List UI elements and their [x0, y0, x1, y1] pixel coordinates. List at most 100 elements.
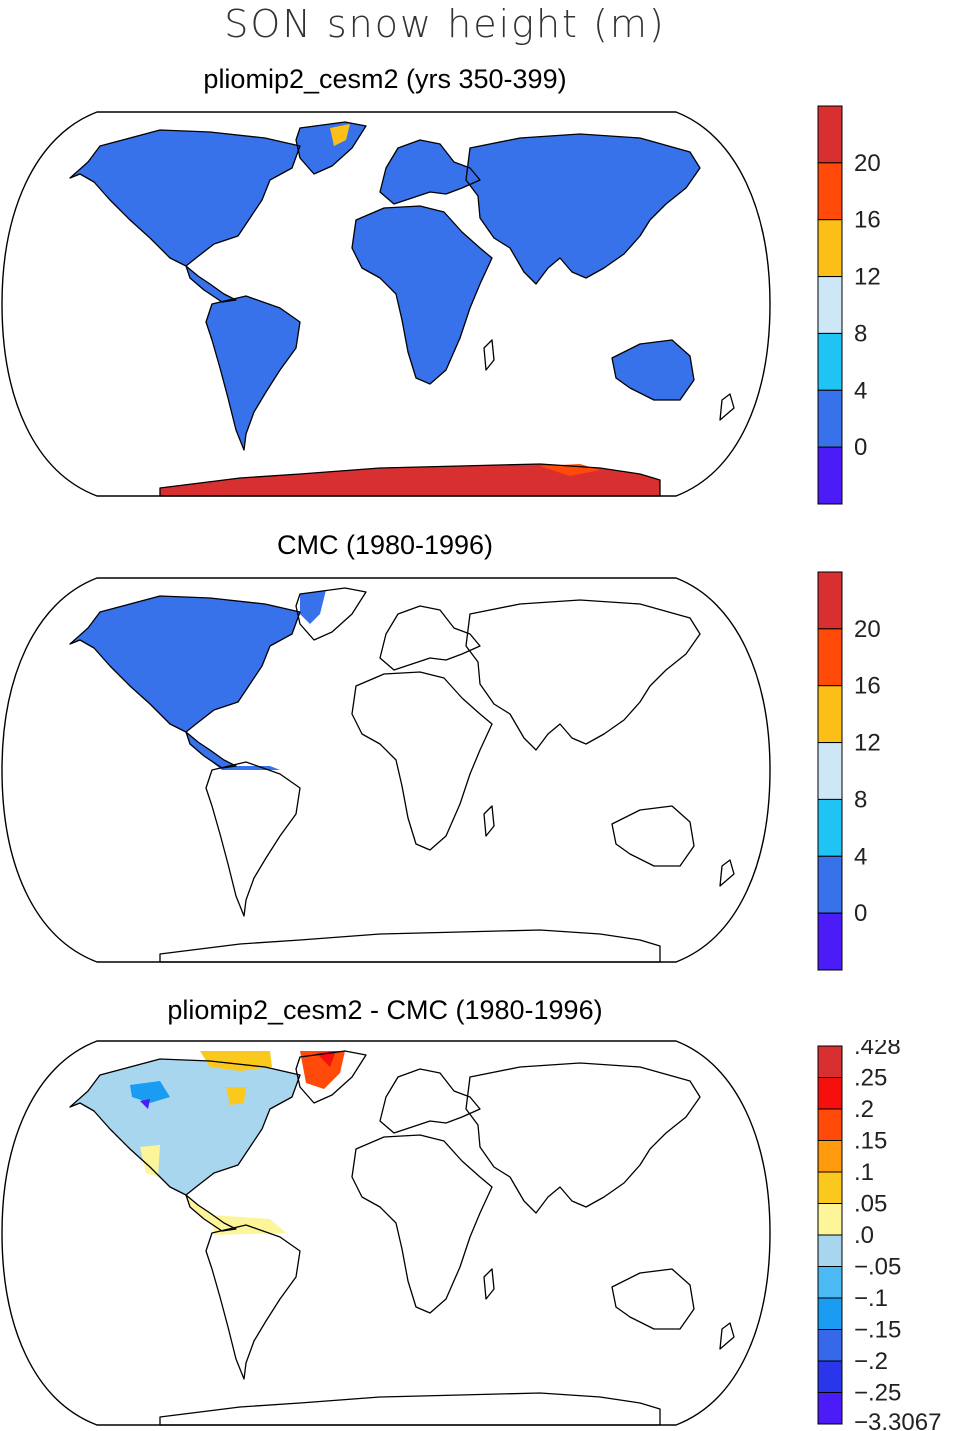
colorbar-tick-label: 16 [854, 673, 881, 700]
colorbar-swatch [817, 1266, 843, 1299]
colorbar-swatch [817, 1360, 843, 1393]
map-frame-obs [1, 577, 771, 963]
snow-region [380, 140, 480, 204]
colorbar-tick-label: −.1 [854, 1285, 888, 1312]
snow-region [140, 1145, 160, 1177]
colorbar-swatch [817, 1140, 843, 1173]
coastline [379, 139, 481, 205]
snow-fill-diff [70, 1051, 345, 1235]
coastline [611, 339, 695, 401]
coastline [69, 595, 301, 733]
colorbar-swatch [817, 1045, 843, 1078]
colorbar-swatch [817, 742, 843, 800]
colorbar-tick-label: .2 [854, 1096, 874, 1123]
map-frame-model [1, 111, 771, 497]
colorbar-tick-label: .05 [854, 1191, 887, 1218]
colorbar-tick-label: −.2 [854, 1348, 888, 1375]
snow-region [186, 732, 280, 770]
snow-region [140, 1099, 150, 1109]
colorbar-swatch [817, 798, 843, 857]
coastline [719, 1322, 735, 1350]
snow-region [612, 340, 694, 400]
figure-title: SON snow height (m) [224, 2, 666, 46]
coastline [465, 599, 701, 751]
colorbar-swatch [817, 219, 843, 278]
colorbar-tick-label: 20 [854, 150, 881, 177]
map-frame-diff [1, 1040, 771, 1426]
colorbar-tick-label: 0 [854, 900, 867, 927]
colorbar-tick-label: 12 [854, 730, 881, 757]
snow-region [130, 1081, 170, 1103]
colorbar-tick-label: 4 [854, 843, 867, 870]
colorbar-swatch [817, 105, 843, 164]
coastline [351, 205, 493, 385]
panel-title-model: pliomip2_cesm2 (yrs 350-399) [203, 64, 567, 94]
snow-region [352, 206, 492, 384]
coastline [483, 1268, 495, 1300]
colorbar-tick-label: −.25 [854, 1380, 901, 1407]
snow-region [316, 1051, 336, 1067]
coastline [295, 1050, 367, 1104]
snow-region [300, 1051, 345, 1089]
colorbar-swatch [817, 855, 843, 914]
colorbar-swatch [817, 162, 843, 221]
colorbar-swatch [817, 446, 843, 505]
colorbar-swatch [817, 628, 843, 687]
coastline [379, 1068, 481, 1134]
colorbar-swatch [817, 1234, 843, 1267]
colorbar-swatch [817, 389, 843, 448]
colorbar-tick-label: .1 [854, 1159, 874, 1186]
panel-title-obs: CMC (1980-1996) [276, 530, 494, 560]
map-diff [1, 1040, 771, 1426]
colorbar-swatch [817, 1297, 843, 1330]
coastline [379, 605, 481, 671]
colorbar-swatch [817, 1077, 843, 1110]
colorbar-tick-label: .15 [854, 1128, 887, 1155]
snow-region [206, 296, 300, 450]
coastlines-model [69, 121, 735, 497]
coastline [465, 1062, 701, 1214]
colorbar-tick-label: 12 [854, 264, 881, 291]
snow-region [70, 130, 300, 266]
snow-region [70, 1059, 300, 1195]
colorbar-diff: .428 .25 .2 .15 .1 .05 .0 −.05 −.1 −.15 −.2 −.25−3.… [817, 1040, 941, 1430]
colorbar-swatch [817, 1171, 843, 1204]
coastline [295, 587, 367, 641]
snow-fill-model [70, 122, 700, 496]
colorbar-model: 20 16 12 8 4 0 [817, 105, 881, 505]
colorbar-tick-label: 16 [854, 207, 881, 234]
snow-region [330, 124, 350, 146]
colorbar-tick-label: 0 [854, 434, 867, 461]
coastline [719, 859, 735, 887]
snow-fill-obs [70, 590, 326, 770]
snow-region [300, 590, 326, 624]
coastline [205, 1224, 301, 1380]
colorbar-swatch [817, 571, 843, 630]
colorbar-tick-label: 8 [854, 786, 867, 813]
colorbar-tick-label: .25 [854, 1065, 887, 1092]
coastline [69, 1058, 301, 1196]
colorbar-tick-label: −3.3067 [854, 1409, 941, 1430]
coastline [351, 671, 493, 851]
colorbar-tick-label: −.15 [854, 1317, 901, 1344]
colorbar-obs: 20 16 12 8 4 0 [817, 571, 881, 971]
colorbar-tick-label: 20 [854, 616, 881, 643]
coastline [159, 929, 661, 963]
coastline [205, 761, 301, 917]
colorbar-swatch [817, 332, 843, 391]
coastline [483, 339, 495, 371]
colorbar-swatch [817, 1203, 843, 1236]
colorbar-tick-label: 4 [854, 377, 867, 404]
colorbar-tick-label: .428 [854, 1040, 901, 1060]
colorbar-swatch [817, 1329, 843, 1362]
coastline [351, 1134, 493, 1314]
colorbar-swatch [817, 685, 843, 744]
snow-region [226, 1087, 246, 1105]
coastline [205, 295, 301, 451]
coastline [185, 731, 237, 769]
coastline [69, 129, 301, 267]
colorbar-tick-label: .0 [854, 1222, 874, 1249]
snow-region [160, 464, 660, 496]
colorbar-swatch [817, 912, 843, 971]
colorbar-tick-label: −.05 [854, 1254, 901, 1281]
